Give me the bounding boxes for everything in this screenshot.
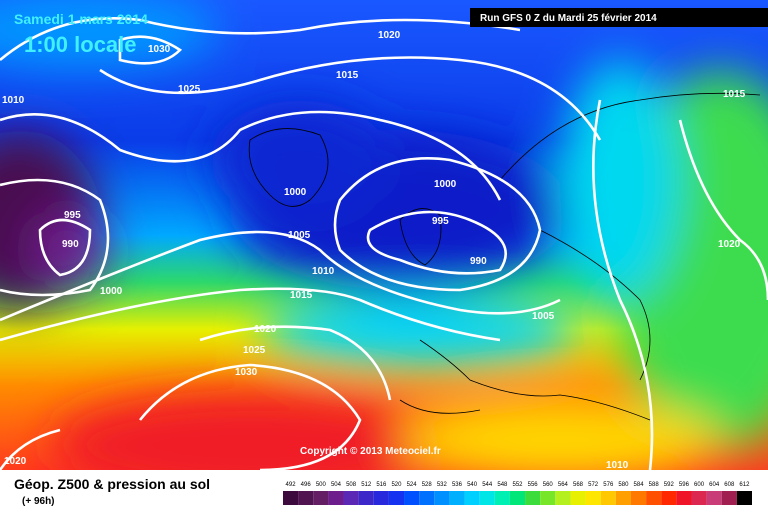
isobar-label: 1000 (100, 286, 123, 297)
footer-title: Géop. Z500 & pression au sol (14, 476, 210, 492)
isobar-label: 1020 (718, 239, 741, 250)
forecast-date: Samedi 1 mars 2014 (14, 11, 148, 27)
scale-swatch (328, 491, 344, 505)
scale-label: 568 (573, 482, 584, 488)
isobar-label: 1000 (434, 179, 457, 190)
scale-label: 604 (709, 482, 720, 488)
scale-label: 540 (467, 482, 478, 488)
isobar-label: 995 (432, 216, 449, 227)
isobar-label: 1015 (290, 290, 313, 301)
scale-swatch (600, 491, 616, 505)
scale-swatch (736, 491, 752, 505)
scale-swatch (570, 491, 586, 505)
run-banner (470, 8, 768, 27)
scale-swatch (646, 491, 662, 505)
scale-label: 528 (422, 482, 433, 488)
isobars (0, 17, 768, 470)
scale-swatch (298, 491, 314, 505)
scale-swatch (479, 491, 495, 505)
scale-label: 492 (286, 482, 297, 488)
isobar-label: 990 (470, 256, 487, 267)
scale-swatch (509, 491, 526, 505)
scale-swatch (721, 491, 737, 505)
scale-label: 532 (437, 482, 448, 488)
scale-swatch (555, 491, 571, 505)
scale-swatch (540, 491, 556, 505)
scale-label: 544 (482, 482, 493, 488)
isobar-label: 1000 (284, 187, 307, 198)
scale-label: 584 (634, 482, 645, 488)
scale-label: 496 (301, 482, 312, 488)
isobar-label: 1020 (254, 324, 277, 335)
scale-swatch (585, 491, 601, 505)
scale-label: 580 (618, 482, 629, 488)
isobar-label: 1020 (4, 456, 27, 467)
isobar-label: 1030 (148, 44, 171, 55)
scale-label: 596 (679, 482, 690, 488)
scale-label: 572 (588, 482, 599, 488)
scale-swatch (706, 491, 722, 505)
isobar-label: 1010 (2, 95, 25, 106)
scale-label: 504 (331, 482, 342, 488)
scale-swatch (676, 491, 692, 505)
isobar-label: 1005 (532, 311, 555, 322)
isobar-label: 1010 (312, 266, 335, 277)
scale-label: 608 (724, 482, 735, 488)
scale-label: 512 (361, 482, 372, 488)
isobar-label: 1025 (243, 345, 266, 356)
scale-swatch (358, 491, 374, 505)
scale-label: 576 (603, 482, 614, 488)
map: 1030 1025 1020 1015 1015 1010 1000 1000 995 990 99… (0, 0, 768, 471)
scale-label: 560 (543, 482, 554, 488)
scale-swatch (313, 491, 329, 505)
isobar-label: 1005 (288, 230, 311, 241)
scale-label: 548 (497, 482, 508, 488)
scale-swatch (494, 491, 510, 505)
scale-label: 520 (391, 482, 402, 488)
scale-label: 612 (739, 482, 750, 488)
copyright: Copyright © 2013 Meteociel.fr (300, 446, 441, 457)
isobar-label: 990 (62, 239, 79, 250)
scale-label: 516 (376, 482, 387, 488)
scale-swatch (661, 491, 677, 505)
scale-swatch (464, 491, 480, 505)
scale-swatch (373, 491, 389, 505)
scale-swatch (615, 491, 631, 505)
scale-label: 500 (316, 482, 327, 488)
scale-label: 508 (346, 482, 357, 488)
scale-label: 600 (694, 482, 705, 488)
scale-swatch (691, 491, 707, 505)
scale-label: 592 (664, 482, 675, 488)
scale-swatch (388, 491, 405, 505)
isobar-label: 1010 (606, 460, 629, 471)
scale-swatch (525, 491, 541, 505)
height-field (0, 0, 768, 470)
scale-label: 588 (649, 482, 660, 488)
isobar-label: 995 (64, 210, 81, 221)
isobar-label: 1015 (723, 89, 746, 100)
scale-swatch (404, 491, 420, 505)
scale-swatch (419, 491, 435, 505)
isobar-label: 1030 (235, 367, 258, 378)
color-scale: 492 496 500 504 508 512 516 520 524 528 532 536 540 5… (283, 482, 752, 505)
scale-swatch (343, 491, 359, 505)
scale-label: 536 (452, 482, 463, 488)
coastlines (248, 92, 761, 421)
scale-label: 524 (407, 482, 418, 488)
scale-label: 552 (512, 482, 523, 488)
scale-swatch (283, 491, 299, 505)
isobar-label: 1015 (336, 70, 359, 81)
footer-lead: (+ 96h) (22, 496, 55, 507)
isobar-label: 1020 (378, 30, 401, 41)
scale-swatch (449, 491, 465, 505)
scale-swatch (434, 491, 450, 505)
forecast-time: 1:00 locale (24, 32, 137, 57)
scale-label: 556 (528, 482, 539, 488)
run-info: Run GFS 0 Z du Mardi 25 février 2014 (480, 13, 657, 24)
isobar-labels: 1030 1025 1020 1015 1015 1010 1000 1000 995 990 99… (2, 30, 746, 471)
scale-swatch (630, 491, 647, 505)
scale-label: 564 (558, 482, 569, 488)
isobar-label: 1025 (178, 84, 201, 95)
